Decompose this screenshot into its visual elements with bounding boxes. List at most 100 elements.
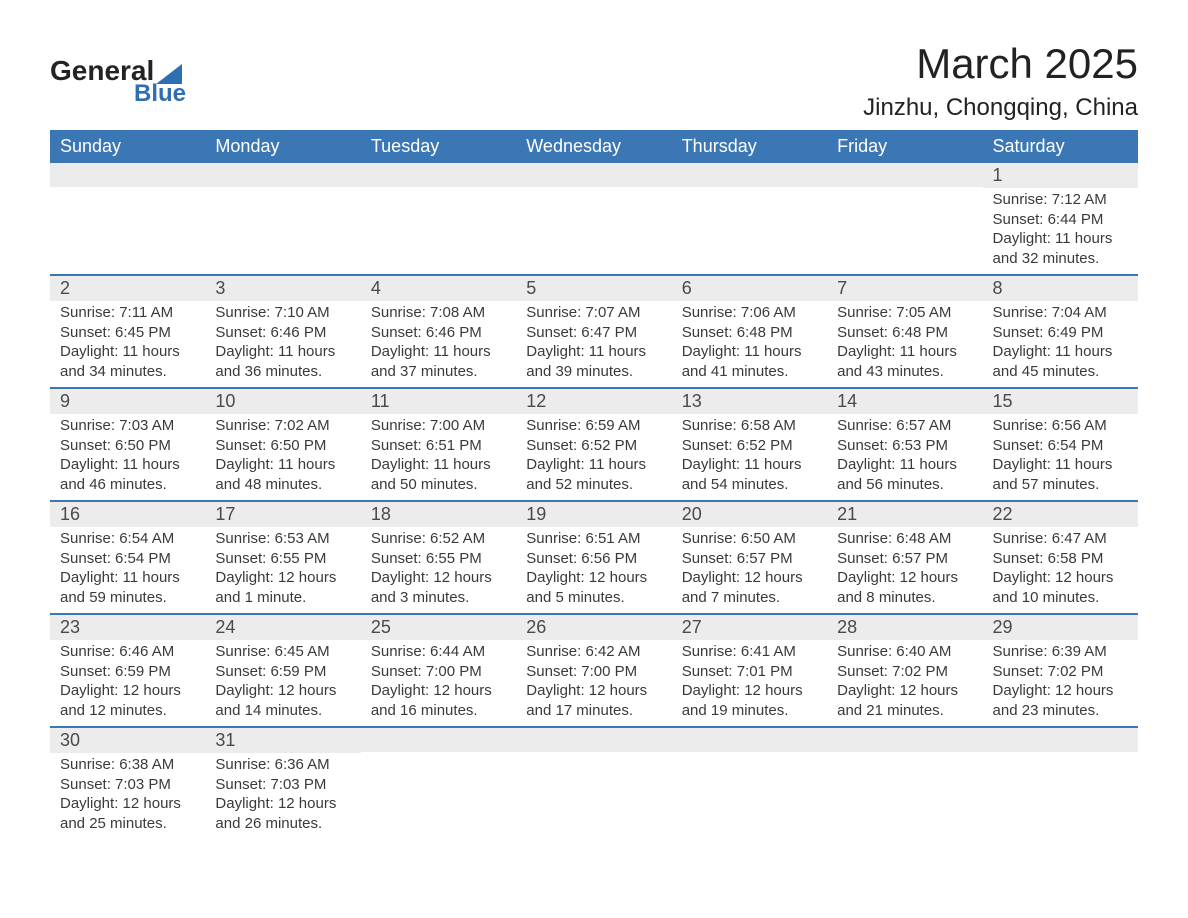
calendar-day-cell: 15Sunrise: 6:56 AMSunset: 6:54 PMDayligh… <box>983 388 1138 501</box>
daylight-line: Daylight: 11 hours and 36 minutes. <box>215 342 350 381</box>
calendar-day-cell: 16Sunrise: 6:54 AMSunset: 6:54 PMDayligh… <box>50 501 205 614</box>
day-body <box>672 752 827 830</box>
sunset-line: Sunset: 7:02 PM <box>993 662 1128 682</box>
calendar-empty-cell <box>672 727 827 839</box>
daylight-line: Daylight: 12 hours and 12 minutes. <box>60 681 195 720</box>
day-number: 20 <box>672 502 827 527</box>
sunset-line: Sunset: 6:53 PM <box>837 436 972 456</box>
daylight-line: Daylight: 12 hours and 17 minutes. <box>526 681 661 720</box>
sunrise-line: Sunrise: 7:02 AM <box>215 416 350 436</box>
weekday-header: Friday <box>827 130 982 163</box>
day-number: 13 <box>672 389 827 414</box>
calendar-week-row: 2Sunrise: 7:11 AMSunset: 6:45 PMDaylight… <box>50 275 1138 388</box>
day-body: Sunrise: 6:54 AMSunset: 6:54 PMDaylight:… <box>50 527 205 613</box>
sunset-line: Sunset: 6:44 PM <box>993 210 1128 230</box>
daylight-line: Daylight: 12 hours and 8 minutes. <box>837 568 972 607</box>
sunrise-line: Sunrise: 6:46 AM <box>60 642 195 662</box>
calendar-empty-cell <box>827 163 982 275</box>
day-body: Sunrise: 6:59 AMSunset: 6:52 PMDaylight:… <box>516 414 671 500</box>
sunrise-line: Sunrise: 7:05 AM <box>837 303 972 323</box>
calendar-empty-cell <box>983 727 1138 839</box>
day-number: 17 <box>205 502 360 527</box>
daylight-line: Daylight: 12 hours and 19 minutes. <box>682 681 817 720</box>
day-number: 6 <box>672 276 827 301</box>
sunset-line: Sunset: 6:54 PM <box>60 549 195 569</box>
daylight-line: Daylight: 12 hours and 7 minutes. <box>682 568 817 607</box>
sunrise-line: Sunrise: 6:54 AM <box>60 529 195 549</box>
day-number <box>205 163 360 187</box>
day-body: Sunrise: 7:08 AMSunset: 6:46 PMDaylight:… <box>361 301 516 387</box>
sunset-line: Sunset: 6:50 PM <box>60 436 195 456</box>
day-number: 18 <box>361 502 516 527</box>
calendar-day-cell: 1Sunrise: 7:12 AMSunset: 6:44 PMDaylight… <box>983 163 1138 275</box>
day-body: Sunrise: 6:38 AMSunset: 7:03 PMDaylight:… <box>50 753 205 839</box>
daylight-line: Daylight: 11 hours and 54 minutes. <box>682 455 817 494</box>
daylight-line: Daylight: 12 hours and 5 minutes. <box>526 568 661 607</box>
day-number: 31 <box>205 728 360 753</box>
calendar-week-row: 16Sunrise: 6:54 AMSunset: 6:54 PMDayligh… <box>50 501 1138 614</box>
day-body: Sunrise: 7:02 AMSunset: 6:50 PMDaylight:… <box>205 414 360 500</box>
sunrise-line: Sunrise: 6:48 AM <box>837 529 972 549</box>
day-body <box>672 187 827 265</box>
day-number: 14 <box>827 389 982 414</box>
sunrise-line: Sunrise: 6:51 AM <box>526 529 661 549</box>
sunset-line: Sunset: 6:57 PM <box>682 549 817 569</box>
daylight-line: Daylight: 11 hours and 57 minutes. <box>993 455 1128 494</box>
daylight-line: Daylight: 11 hours and 34 minutes. <box>60 342 195 381</box>
sunset-line: Sunset: 7:01 PM <box>682 662 817 682</box>
sunset-line: Sunset: 6:54 PM <box>993 436 1128 456</box>
day-number: 29 <box>983 615 1138 640</box>
sunset-line: Sunset: 7:00 PM <box>371 662 506 682</box>
calendar-day-cell: 17Sunrise: 6:53 AMSunset: 6:55 PMDayligh… <box>205 501 360 614</box>
daylight-line: Daylight: 11 hours and 48 minutes. <box>215 455 350 494</box>
title-block: March 2025 Jinzhu, Chongqing, China <box>863 40 1138 122</box>
sunset-line: Sunset: 7:03 PM <box>60 775 195 795</box>
calendar-week-row: 30Sunrise: 6:38 AMSunset: 7:03 PMDayligh… <box>50 727 1138 839</box>
day-body <box>983 752 1138 830</box>
daylight-line: Daylight: 12 hours and 23 minutes. <box>993 681 1128 720</box>
day-number <box>516 728 671 752</box>
calendar-day-cell: 13Sunrise: 6:58 AMSunset: 6:52 PMDayligh… <box>672 388 827 501</box>
sunrise-line: Sunrise: 7:12 AM <box>993 190 1128 210</box>
day-number: 27 <box>672 615 827 640</box>
day-number: 3 <box>205 276 360 301</box>
weekday-header: Tuesday <box>361 130 516 163</box>
daylight-line: Daylight: 11 hours and 56 minutes. <box>837 455 972 494</box>
daylight-line: Daylight: 11 hours and 39 minutes. <box>526 342 661 381</box>
sunrise-line: Sunrise: 7:00 AM <box>371 416 506 436</box>
daylight-line: Daylight: 12 hours and 25 minutes. <box>60 794 195 833</box>
day-number: 16 <box>50 502 205 527</box>
day-body <box>827 187 982 265</box>
sunrise-line: Sunrise: 6:41 AM <box>682 642 817 662</box>
calendar-day-cell: 3Sunrise: 7:10 AMSunset: 6:46 PMDaylight… <box>205 275 360 388</box>
day-number: 25 <box>361 615 516 640</box>
day-body: Sunrise: 6:50 AMSunset: 6:57 PMDaylight:… <box>672 527 827 613</box>
sunrise-line: Sunrise: 6:36 AM <box>215 755 350 775</box>
day-body: Sunrise: 7:07 AMSunset: 6:47 PMDaylight:… <box>516 301 671 387</box>
calendar-day-cell: 27Sunrise: 6:41 AMSunset: 7:01 PMDayligh… <box>672 614 827 727</box>
daylight-line: Daylight: 12 hours and 21 minutes. <box>837 681 972 720</box>
sunrise-line: Sunrise: 6:39 AM <box>993 642 1128 662</box>
weekday-header: Monday <box>205 130 360 163</box>
sunrise-line: Sunrise: 7:11 AM <box>60 303 195 323</box>
day-number <box>672 163 827 187</box>
day-number: 12 <box>516 389 671 414</box>
sunrise-line: Sunrise: 6:56 AM <box>993 416 1128 436</box>
daylight-line: Daylight: 12 hours and 3 minutes. <box>371 568 506 607</box>
sunset-line: Sunset: 6:56 PM <box>526 549 661 569</box>
day-number: 2 <box>50 276 205 301</box>
calendar-day-cell: 31Sunrise: 6:36 AMSunset: 7:03 PMDayligh… <box>205 727 360 839</box>
day-body: Sunrise: 6:39 AMSunset: 7:02 PMDaylight:… <box>983 640 1138 726</box>
sunset-line: Sunset: 7:02 PM <box>837 662 972 682</box>
day-number: 9 <box>50 389 205 414</box>
day-number: 10 <box>205 389 360 414</box>
day-body: Sunrise: 6:45 AMSunset: 6:59 PMDaylight:… <box>205 640 360 726</box>
calendar-day-cell: 30Sunrise: 6:38 AMSunset: 7:03 PMDayligh… <box>50 727 205 839</box>
sunrise-line: Sunrise: 6:58 AM <box>682 416 817 436</box>
calendar-empty-cell <box>361 727 516 839</box>
calendar-empty-cell <box>361 163 516 275</box>
sunset-line: Sunset: 6:59 PM <box>60 662 195 682</box>
title-month: March 2025 <box>863 40 1138 88</box>
sunset-line: Sunset: 6:52 PM <box>682 436 817 456</box>
day-number <box>672 728 827 752</box>
